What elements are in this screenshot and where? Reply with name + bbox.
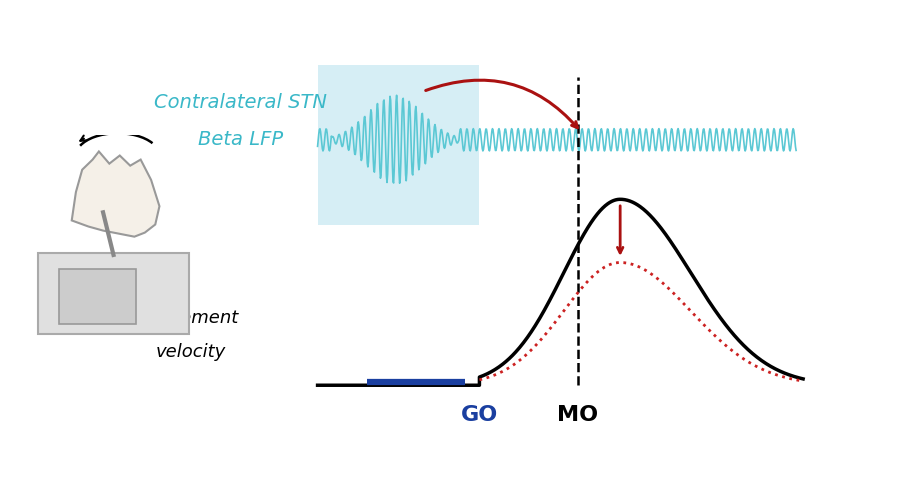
Text: GO: GO <box>460 405 498 425</box>
Bar <box>318 65 479 225</box>
Polygon shape <box>72 152 160 237</box>
FancyBboxPatch shape <box>59 269 136 324</box>
Text: velocity: velocity <box>156 343 226 361</box>
Text: MO: MO <box>558 405 598 425</box>
Text: Contralateral STN: Contralateral STN <box>153 93 327 112</box>
FancyBboxPatch shape <box>38 253 189 334</box>
Text: Beta LFP: Beta LFP <box>198 130 282 149</box>
Text: Movement: Movement <box>143 309 239 327</box>
